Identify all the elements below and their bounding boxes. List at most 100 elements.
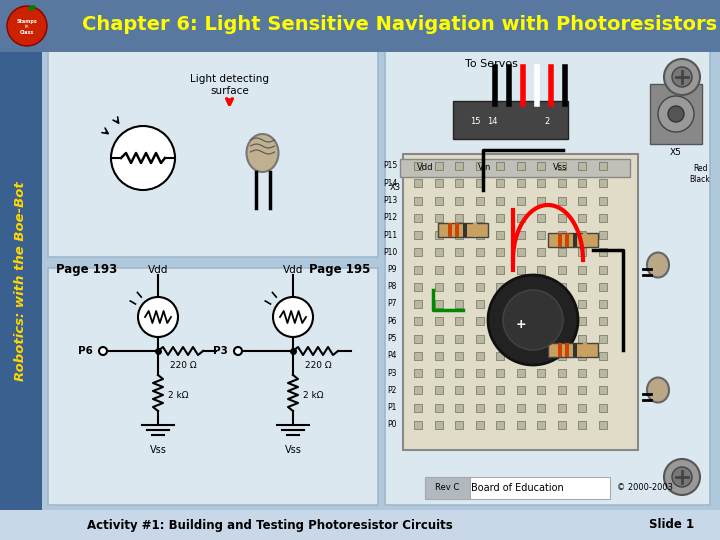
Text: 2 kΩ: 2 kΩ <box>168 390 189 400</box>
Bar <box>557 214 565 222</box>
Bar <box>385 49 710 505</box>
Bar <box>455 352 463 360</box>
Bar <box>537 179 545 187</box>
Text: in: in <box>24 24 30 30</box>
Bar <box>455 403 463 411</box>
Bar <box>537 214 545 222</box>
Text: © 2000-2003: © 2000-2003 <box>617 483 673 492</box>
Bar <box>598 334 606 342</box>
Circle shape <box>668 106 684 122</box>
Text: P3: P3 <box>213 346 228 356</box>
Text: Vdd: Vdd <box>417 164 433 172</box>
Bar <box>578 214 586 222</box>
Bar <box>455 266 463 273</box>
Text: 220 Ω: 220 Ω <box>305 361 331 370</box>
Bar <box>475 386 484 394</box>
Circle shape <box>234 347 242 355</box>
Bar <box>455 248 463 256</box>
Bar <box>455 300 463 308</box>
Text: P15: P15 <box>383 161 397 171</box>
Bar <box>578 403 586 411</box>
Bar <box>578 300 586 308</box>
Text: P7: P7 <box>387 300 397 308</box>
Ellipse shape <box>647 377 669 402</box>
Bar <box>558 343 562 357</box>
Bar <box>598 266 606 273</box>
Bar <box>516 248 524 256</box>
Bar <box>537 421 545 429</box>
Bar <box>414 369 422 377</box>
Bar <box>548 233 598 247</box>
Bar <box>475 403 484 411</box>
Bar <box>414 248 422 256</box>
Bar <box>475 179 484 187</box>
Circle shape <box>488 275 578 365</box>
Text: Vin: Vin <box>478 164 492 172</box>
Bar <box>598 317 606 325</box>
Bar <box>578 266 586 273</box>
Bar <box>414 214 422 222</box>
Bar <box>598 214 606 222</box>
Bar <box>557 317 565 325</box>
Bar <box>516 334 524 342</box>
Text: P3: P3 <box>387 368 397 377</box>
Bar <box>496 162 504 170</box>
Bar <box>548 343 598 357</box>
Bar <box>573 343 577 357</box>
Bar <box>455 283 463 291</box>
Bar <box>455 317 463 325</box>
Bar <box>557 162 565 170</box>
Bar <box>598 421 606 429</box>
Bar <box>573 233 577 247</box>
Bar <box>414 352 422 360</box>
Bar <box>537 386 545 394</box>
Text: To Servos: To Servos <box>465 59 518 69</box>
Bar <box>475 352 484 360</box>
Ellipse shape <box>28 5 36 11</box>
Bar <box>414 283 422 291</box>
Bar <box>438 223 488 237</box>
Bar <box>496 352 504 360</box>
Bar <box>565 233 569 247</box>
Bar <box>434 248 443 256</box>
Bar <box>496 300 504 308</box>
Bar <box>583 233 587 247</box>
Text: 15: 15 <box>469 117 480 125</box>
Bar <box>557 283 565 291</box>
Bar <box>537 162 545 170</box>
Bar <box>414 300 422 308</box>
Bar <box>475 369 484 377</box>
Circle shape <box>111 126 175 190</box>
Bar <box>434 179 443 187</box>
Bar <box>578 248 586 256</box>
Text: Board of Education: Board of Education <box>471 483 563 493</box>
Bar <box>598 300 606 308</box>
Bar <box>598 386 606 394</box>
Bar <box>598 369 606 377</box>
Bar <box>537 231 545 239</box>
Bar <box>496 386 504 394</box>
Bar <box>434 266 443 273</box>
Bar <box>598 197 606 205</box>
Text: X5: X5 <box>670 148 682 157</box>
Bar <box>475 231 484 239</box>
Bar <box>414 197 422 205</box>
Bar <box>0 0 720 52</box>
Circle shape <box>503 290 563 350</box>
Text: Vss: Vss <box>553 164 567 172</box>
Bar <box>516 369 524 377</box>
Bar <box>414 403 422 411</box>
Bar <box>578 334 586 342</box>
Bar <box>475 162 484 170</box>
Bar <box>578 162 586 170</box>
Text: Chapter 6: Light Sensitive Navigation with Photoresistors: Chapter 6: Light Sensitive Navigation wi… <box>82 16 718 35</box>
Bar <box>578 179 586 187</box>
Bar <box>537 317 545 325</box>
Bar <box>434 300 443 308</box>
Text: Activity #1: Building and Testing Photoresistor Circuits: Activity #1: Building and Testing Photor… <box>87 518 453 531</box>
Bar <box>583 343 587 357</box>
Bar <box>650 84 702 144</box>
Text: P14: P14 <box>383 179 397 188</box>
Bar <box>496 197 504 205</box>
Bar <box>557 231 565 239</box>
